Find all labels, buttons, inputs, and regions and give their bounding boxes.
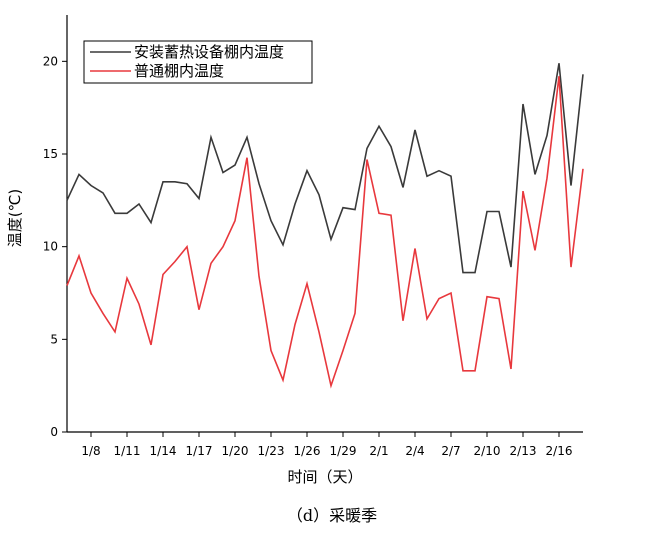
series-lines (66, 63, 584, 389)
x-tick-label: 1/23 (258, 444, 285, 458)
x-tick-label: 2/1 (369, 444, 388, 458)
x-tick-label: 2/7 (441, 444, 460, 458)
figure-caption: （d）采暖季 (286, 506, 378, 525)
x-axis-ticks: 1/8 1/11 1/14 1/17 1/20 1/23 1/26 1/29 2/1 2/4 2/7… (81, 432, 572, 458)
x-tick-label: 1/14 (150, 444, 177, 458)
y-axis-ticks: 0 5 10 15 20 (43, 54, 67, 439)
x-axis-title: 时间（天） (287, 468, 362, 486)
x-tick-label: 2/13 (510, 444, 537, 458)
chart-axes (66, 15, 583, 433)
x-tick-label: 1/11 (114, 444, 141, 458)
legend-box (83, 40, 313, 84)
line-chart: 0 5 10 15 20 1/8 1/11 1/14 1/17 1/20 1/23 1/26 1/29… (6, 15, 584, 486)
x-tick-label: 2/10 (474, 444, 501, 458)
legend-label-1: 安装蓄热设备棚内温度 (134, 43, 284, 61)
x-tick-label: 1/20 (222, 444, 249, 458)
x-tick-label: 2/16 (546, 444, 573, 458)
legend-label-2: 普通棚内温度 (134, 62, 224, 80)
series-line-1 (66, 63, 584, 274)
x-tick-label: 1/17 (186, 444, 213, 458)
y-tick-label: 20 (43, 54, 58, 68)
y-tick-label: 10 (43, 240, 58, 254)
x-tick-label: 2/4 (405, 444, 424, 458)
y-tick-label: 0 (50, 425, 58, 439)
series-line-2 (66, 76, 584, 389)
y-tick-label: 15 (43, 147, 58, 161)
y-axis-title: 温度(℃) (6, 189, 24, 248)
x-tick-label: 1/29 (330, 444, 357, 458)
y-tick-label: 5 (50, 332, 58, 346)
x-tick-label: 1/8 (81, 444, 100, 458)
x-tick-label: 1/26 (294, 444, 321, 458)
